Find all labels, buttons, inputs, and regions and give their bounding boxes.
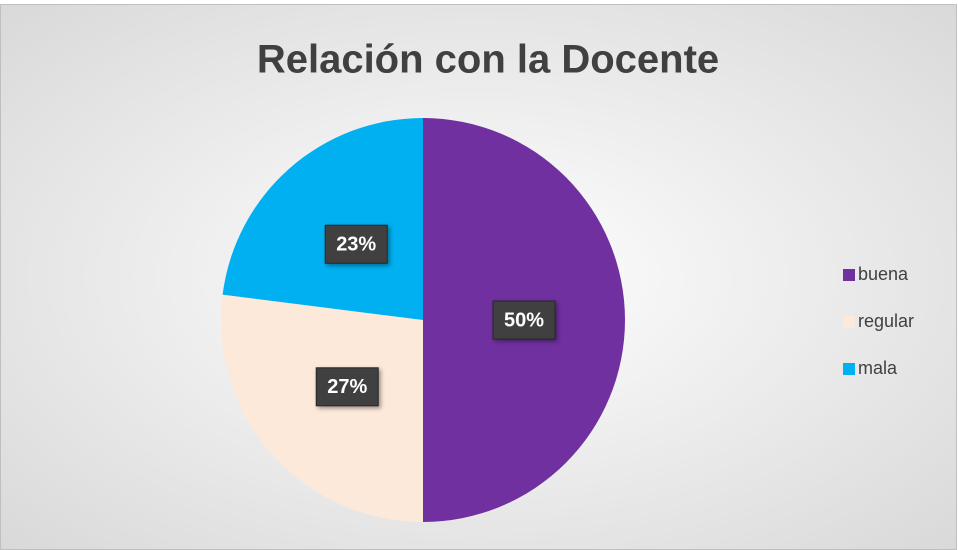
value-label-box bbox=[315, 367, 379, 407]
legend-label: buena bbox=[858, 264, 909, 284]
legend-swatch bbox=[843, 269, 855, 281]
pie-slice bbox=[220, 294, 423, 522]
value-label-box bbox=[492, 300, 556, 340]
legend-swatch bbox=[843, 316, 855, 328]
chart-title: Relación con la Docente bbox=[257, 38, 719, 82]
legend-label: mala bbox=[858, 358, 898, 378]
legend-swatch bbox=[843, 363, 855, 375]
value-label-box bbox=[324, 224, 388, 264]
legend-label: regular bbox=[858, 311, 914, 331]
pie-slice bbox=[222, 118, 423, 320]
value-label: 27% bbox=[327, 376, 367, 398]
value-label: 50% bbox=[504, 309, 544, 331]
value-label: 23% bbox=[336, 234, 376, 256]
